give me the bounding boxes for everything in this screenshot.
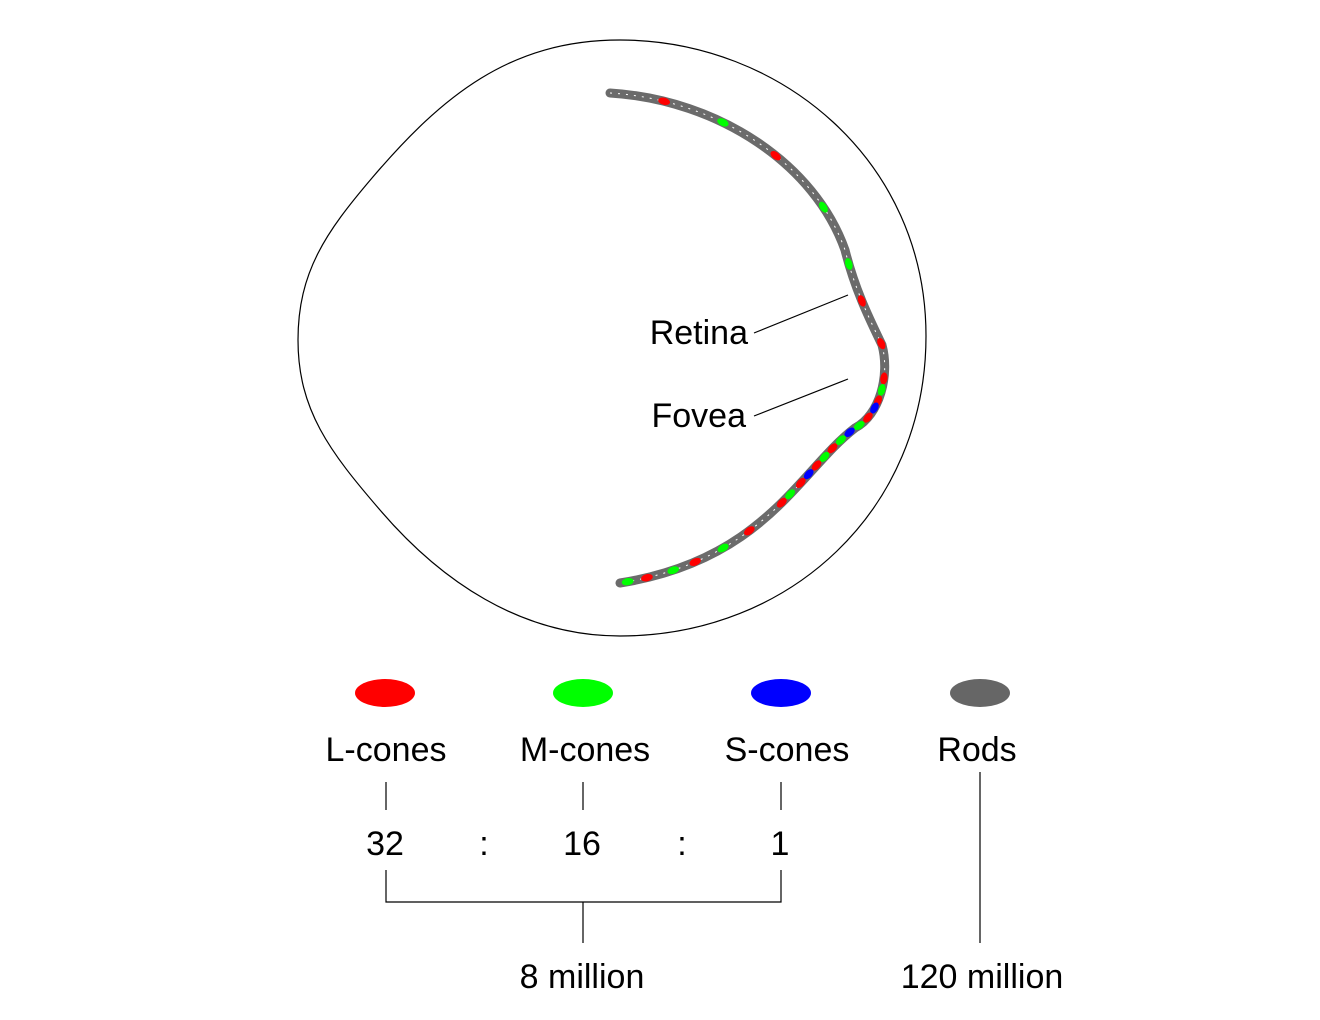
l-cone-cell: [827, 443, 838, 454]
l-cone-cell: [641, 573, 653, 582]
m-cones-label: M-cones: [520, 731, 650, 769]
rod-swatch: [950, 679, 1010, 707]
l-cone-cell: [770, 151, 781, 161]
l-cone-cell: [857, 295, 866, 307]
l-cones-ratio: 32: [366, 825, 404, 863]
s-cone-cell: [844, 427, 855, 438]
m-cone-cell: [785, 489, 796, 500]
s-cones-ratio: 1: [771, 825, 790, 863]
rods-total: 120 million: [901, 958, 1064, 996]
cones-total: 8 million: [520, 958, 645, 996]
l-cone-cell: [880, 372, 888, 385]
ratio-connectors: [385, 772, 981, 943]
m-cone-cell: [853, 421, 865, 430]
m-cone-cell: [717, 543, 729, 553]
m-cone-cell: [844, 258, 853, 270]
m-cone-swatch: [553, 679, 613, 707]
s-cone-swatch: [751, 679, 811, 707]
m-cone-cell: [819, 451, 830, 462]
photoreceptor-cells: [621, 97, 888, 586]
rods-label: Rods: [937, 731, 1016, 769]
fovea-leader-line: [753, 378, 849, 417]
retina-leader-line: [753, 294, 849, 334]
l-cone-cell: [776, 497, 787, 508]
l-cones-label: L-cones: [326, 731, 447, 769]
l-cone-cell: [877, 337, 886, 350]
m-cone-cell: [835, 435, 846, 445]
s-cone-cell: [803, 469, 814, 480]
m-cones-ratio: 16: [563, 825, 601, 863]
m-cone-cell: [717, 118, 729, 127]
fovea-label: Fovea: [652, 397, 747, 435]
m-cone-cell: [877, 384, 886, 396]
l-cone-swatch: [355, 679, 415, 707]
l-cone-cell: [811, 460, 822, 471]
l-cone-cell: [658, 97, 670, 106]
l-cone-cell: [689, 557, 701, 566]
retina-layer: [605, 88, 890, 588]
l-cone-cell: [744, 526, 755, 536]
m-cone-cell: [818, 201, 828, 213]
ratio-separator-1: :: [479, 825, 488, 863]
s-cones-label: S-cones: [725, 731, 850, 769]
m-cone-cell: [667, 566, 680, 575]
retina-label: Retina: [650, 314, 748, 352]
l-cone-cell: [863, 412, 873, 423]
s-cone-cell: [870, 402, 879, 414]
ratio-separator-2: :: [677, 825, 686, 863]
eyeball-outline: [297, 39, 927, 637]
l-cone-cell: [795, 477, 806, 488]
m-cone-cell: [621, 578, 634, 586]
